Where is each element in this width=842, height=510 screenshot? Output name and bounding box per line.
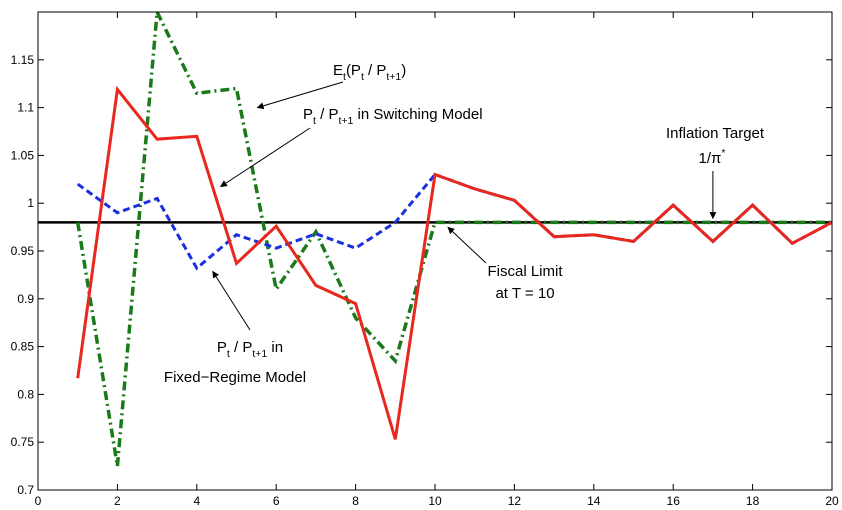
y-tick-label: 1 (27, 196, 34, 210)
y-tick-label: 0.8 (17, 387, 34, 401)
arrow-fixed-regime (212, 270, 251, 331)
x-tick-label: 12 (508, 494, 522, 508)
series-line-0 (75, 12, 832, 467)
y-tick-label: 1.15 (11, 53, 35, 67)
y-tick-label: 0.9 (17, 292, 34, 306)
series-line-2 (76, 85, 832, 440)
y-tick-label: 0.95 (11, 244, 35, 258)
x-tick-label: 14 (587, 494, 601, 508)
y-tick-label: 0.85 (11, 340, 35, 354)
y-tick-label: 0.75 (11, 435, 35, 449)
annotations: Et(Pt / Pt+1) Pt / Pt+1 in Switching Mode… (164, 62, 765, 386)
y-tick-label: 1.1 (17, 101, 34, 115)
annotation-expectation: Et(Pt / Pt+1) (333, 62, 406, 83)
annotation-switching-model: Pt / Pt+1 in Switching Model (303, 106, 483, 127)
x-tick-label: 18 (746, 494, 760, 508)
y-tick-label: 1.05 (11, 148, 35, 162)
plot-area (38, 12, 832, 467)
plot-frame (37, 11, 833, 491)
x-tick-label: 16 (667, 494, 681, 508)
annotation-fixed-regime: Pt / Pt+1 in (217, 339, 283, 360)
annotation-fixed-regime-label: Fixed−Regime Model (164, 369, 306, 386)
arrow-expectation (256, 81, 344, 110)
y-tick-label: 0.7 (17, 483, 34, 497)
annotation-fiscal-limit-time: at T = 10 (495, 285, 554, 302)
x-tick-label: 20 (825, 494, 839, 508)
x-tick-label: 4 (193, 494, 200, 508)
x-tick-label: 8 (352, 494, 359, 508)
x-tick-label: 6 (273, 494, 280, 508)
annotation-fiscal-limit: Fiscal Limit (487, 263, 563, 280)
x-tick-label: 10 (428, 494, 442, 508)
annotation-inflation-target-formula: 1/π* (699, 147, 726, 167)
x-tick-label: 2 (114, 494, 121, 508)
arrow-fiscal-limit (447, 226, 487, 264)
annotation-inflation-target: Inflation Target (666, 125, 765, 142)
x-tick-label: 0 (35, 494, 42, 508)
axes: 0 2 4 6 8 10 12 14 16 18 20 0.7 0.75 0.8 0.85 0.9 0.95 1 1… (11, 11, 839, 508)
arrow-switching-model (220, 127, 311, 188)
